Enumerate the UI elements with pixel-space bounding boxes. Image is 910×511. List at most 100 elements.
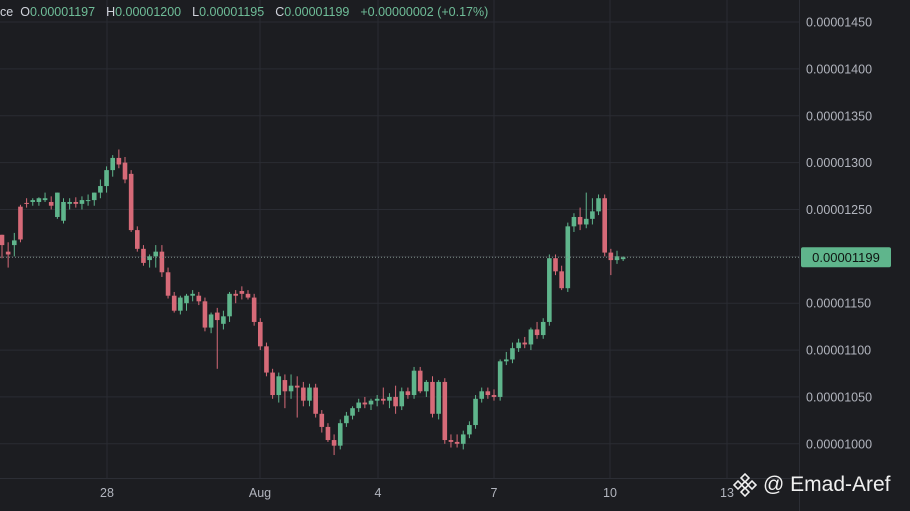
y-tick-label: 0.00001250 [806, 203, 872, 217]
candle [620, 256, 626, 262]
candle [190, 290, 195, 302]
low-label: L [192, 5, 200, 19]
candle [153, 245, 159, 268]
candle [448, 434, 454, 448]
binance-logo-icon [733, 473, 757, 497]
price-axis[interactable]: 0.00001000 0.00001050 0.00001100 0.00001150… [801, 16, 891, 452]
candle [73, 197, 79, 208]
candle [42, 192, 48, 202]
candle [559, 265, 564, 291]
candle [301, 381, 306, 407]
candle [122, 156, 128, 184]
candle [221, 310, 226, 330]
candle [184, 293, 189, 311]
candle [577, 207, 583, 231]
candle [110, 155, 115, 177]
candle [510, 342, 515, 364]
candle [36, 197, 42, 206]
candle [534, 321, 540, 339]
candle [276, 372, 282, 403]
candle [571, 213, 577, 232]
y-tick-label: 0.00001400 [806, 62, 872, 76]
candle [590, 198, 595, 225]
candle [258, 318, 263, 351]
candle [516, 338, 521, 352]
watermark: @ Emad-Aref [733, 473, 891, 497]
candle [214, 307, 220, 369]
candle [208, 312, 214, 334]
candle [79, 196, 85, 210]
candle [381, 387, 386, 405]
candle [128, 170, 134, 232]
y-tick-label: 0.00001450 [806, 16, 872, 30]
candle [331, 434, 337, 456]
candle [171, 291, 177, 313]
candle [362, 396, 368, 409]
watermark-text: @ Emad-Aref [763, 473, 891, 496]
candle [344, 411, 349, 427]
candle [528, 327, 534, 351]
candle [55, 192, 60, 219]
candle [497, 359, 503, 401]
candle [424, 380, 429, 397]
candle [411, 366, 417, 399]
candle [196, 291, 202, 306]
candle [165, 267, 171, 299]
candle [98, 179, 103, 199]
candle [454, 434, 460, 448]
x-tick-label: 28 [100, 486, 114, 500]
candle [436, 380, 441, 420]
candle [614, 250, 620, 264]
candle [467, 421, 472, 439]
candle [270, 368, 275, 399]
candle [116, 149, 122, 169]
candle [583, 192, 589, 229]
open-value: 0.00001197 [29, 5, 96, 19]
candle [337, 419, 343, 450]
candle [202, 297, 208, 332]
candle [85, 194, 91, 206]
candle [141, 245, 146, 266]
candle [485, 387, 491, 399]
candle [491, 389, 497, 401]
time-axis[interactable]: 28 Aug 4 7 10 13 [100, 486, 734, 500]
candle [405, 387, 411, 399]
candle [387, 393, 392, 409]
candle [417, 366, 423, 394]
candle [239, 286, 245, 300]
candle [233, 290, 238, 304]
candle [251, 293, 257, 326]
x-tick-label: 7 [491, 486, 498, 500]
y-tick-label: 0.00001100 [806, 344, 871, 358]
candle [473, 395, 478, 429]
y-tick-label: 0.00001350 [806, 109, 872, 123]
candle [522, 336, 528, 349]
close-label: C [275, 5, 285, 19]
candle [178, 295, 183, 315]
candle [30, 198, 36, 206]
candle [460, 430, 466, 450]
y-tick-label: 0.00001050 [806, 390, 872, 404]
close-value: 0.00001199 [284, 5, 350, 19]
candle [91, 192, 97, 206]
candle [393, 385, 398, 414]
candle [442, 378, 448, 444]
candle [48, 196, 54, 210]
y-tick-label: 0.00001300 [806, 156, 872, 170]
candle [307, 383, 312, 407]
y-tick-label: 0.00001000 [806, 437, 872, 451]
candle [608, 248, 614, 276]
legend-prefix: ce [0, 5, 14, 19]
candle [547, 254, 552, 326]
x-tick-label: 10 [603, 486, 617, 500]
candle [399, 387, 405, 411]
high-value: 0.00001200 [115, 5, 182, 19]
candle [319, 410, 325, 433]
candle [325, 423, 331, 442]
candle [479, 387, 484, 403]
x-tick-label: 4 [375, 486, 382, 500]
change-value: +0.00000002 (+0.17%) [360, 5, 489, 19]
candle [596, 194, 601, 216]
